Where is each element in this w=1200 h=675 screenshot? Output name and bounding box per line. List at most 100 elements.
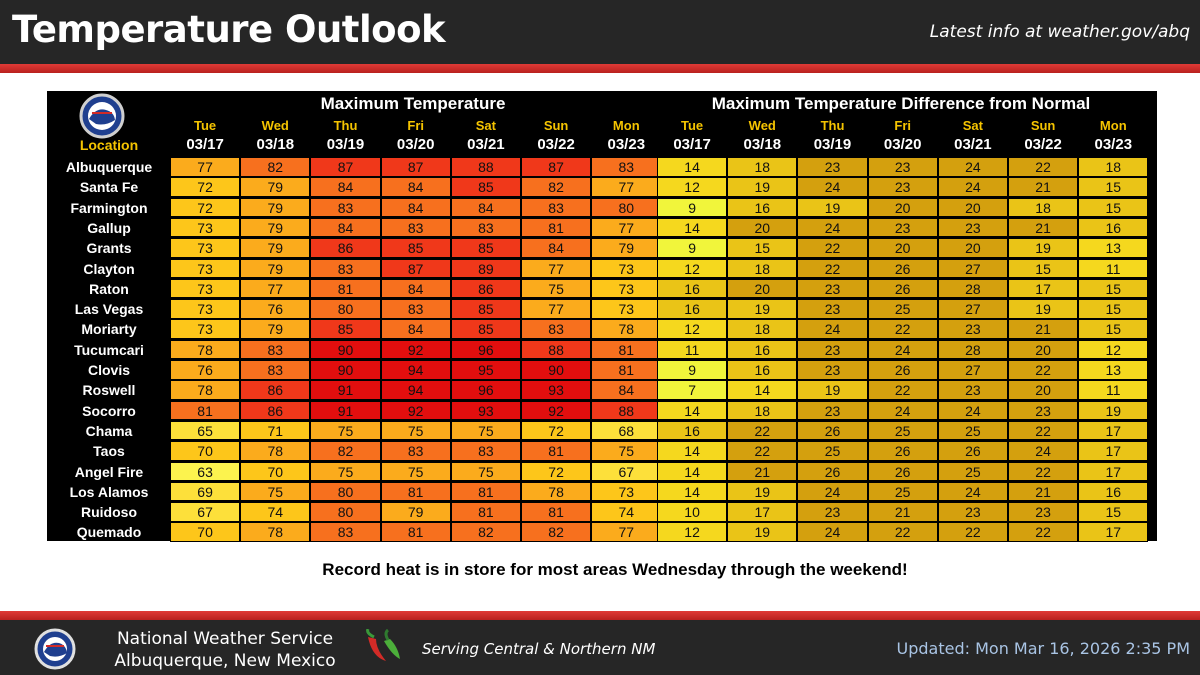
temp-diff-cell: 23 bbox=[937, 217, 1008, 238]
max-temp-cell: 75 bbox=[240, 481, 311, 502]
temp-diff-cell: 11 bbox=[657, 339, 728, 360]
max-temp-cell: 84 bbox=[380, 278, 451, 299]
temp-diff-cell: 26 bbox=[867, 258, 938, 278]
max-day-label: Fri bbox=[407, 118, 424, 133]
temp-diff-cell: 14 bbox=[657, 217, 728, 238]
location-label: Raton bbox=[89, 280, 129, 297]
max-temp-cell: 84 bbox=[591, 380, 662, 400]
max-temp-cell: 89 bbox=[450, 258, 521, 278]
max-temp-cell: 94 bbox=[380, 360, 451, 380]
temp-diff-cell: 24 bbox=[797, 481, 868, 502]
temp-diff-cell: 14 bbox=[657, 400, 728, 421]
temp-diff-cell: 16 bbox=[657, 299, 728, 319]
max-temp-cell: 84 bbox=[521, 238, 592, 258]
diff-day-label: Sat bbox=[962, 118, 983, 133]
location-label: Gallup bbox=[87, 219, 131, 236]
temp-diff-cell: 10 bbox=[657, 502, 728, 522]
location-label: Clovis bbox=[87, 362, 130, 378]
max-day-label: Wed bbox=[261, 118, 289, 133]
max-temp-cell: 77 bbox=[521, 258, 592, 278]
chile-pepper-icon bbox=[366, 629, 400, 661]
max-temp-cell: 65 bbox=[170, 420, 241, 441]
temp-diff-cell: 20 bbox=[937, 197, 1008, 218]
max-temp-cell: 85 bbox=[380, 238, 451, 258]
max-temp-cell: 73 bbox=[591, 481, 662, 502]
max-temp-cell: 81 bbox=[521, 441, 592, 461]
diff-day-label: Thu bbox=[820, 118, 845, 133]
max-temp-cell: 76 bbox=[240, 299, 311, 319]
temp-diff-cell: 14 bbox=[657, 441, 728, 461]
max-temp-cell: 83 bbox=[310, 258, 381, 278]
org-line-1: National Weather Service bbox=[116, 629, 334, 649]
max-temp-cell: 85 bbox=[450, 299, 521, 319]
temp-diff-cell: 27 bbox=[937, 258, 1008, 278]
max-temp-cell: 90 bbox=[310, 360, 381, 380]
max-temp-cell: 86 bbox=[310, 238, 381, 258]
max-temp-cell: 73 bbox=[591, 278, 662, 299]
max-temp-cell: 91 bbox=[310, 380, 381, 400]
max-day-label: Thu bbox=[333, 118, 358, 133]
location-label: Albuquerque bbox=[65, 159, 153, 175]
temp-diff-cell: 20 bbox=[1008, 339, 1079, 360]
max-temp-cell: 84 bbox=[380, 197, 451, 218]
max-temp-cell: 73 bbox=[170, 238, 241, 258]
temp-diff-cell: 19 bbox=[797, 197, 868, 218]
max-temp-cell: 67 bbox=[591, 461, 662, 481]
max-temp-cell: 83 bbox=[380, 299, 451, 319]
max-date-label: 03/21 bbox=[467, 136, 505, 153]
location-label: Grants bbox=[86, 240, 132, 257]
max-temp-cell: 94 bbox=[380, 380, 451, 400]
max-temp-cell: 75 bbox=[450, 461, 521, 481]
temp-diff-cell: 16 bbox=[1078, 481, 1149, 502]
temp-diff-cell: 24 bbox=[867, 339, 938, 360]
temp-diff-cell: 23 bbox=[797, 339, 868, 360]
max-temp-cell: 79 bbox=[240, 319, 311, 339]
diff-date-label: 03/20 bbox=[883, 136, 922, 153]
header-accent-stripe bbox=[0, 64, 1200, 73]
temp-diff-cell: 24 bbox=[937, 481, 1008, 502]
temp-diff-cell: 19 bbox=[1008, 299, 1079, 319]
diff-date-label: 03/17 bbox=[673, 136, 711, 153]
max-temp-cell: 73 bbox=[591, 258, 662, 278]
diff-date-label: 03/23 bbox=[1094, 136, 1133, 153]
max-day-label: Mon bbox=[612, 118, 640, 133]
temp-diff-cell: 15 bbox=[1078, 502, 1149, 522]
max-temp-title: Maximum Temperature bbox=[320, 94, 506, 113]
max-temp-cell: 75 bbox=[380, 461, 451, 481]
temp-diff-cell: 24 bbox=[937, 177, 1008, 197]
max-temp-cell: 81 bbox=[450, 481, 521, 502]
temp-diff-cell: 24 bbox=[797, 319, 868, 339]
temp-diff-cell: 23 bbox=[937, 502, 1008, 522]
temp-diff-cell: 26 bbox=[867, 441, 938, 461]
max-temp-cell: 73 bbox=[591, 299, 662, 319]
max-temp-cell: 71 bbox=[240, 420, 311, 441]
max-date-label: 03/22 bbox=[537, 136, 575, 153]
location-label: Quemado bbox=[76, 524, 142, 541]
temp-diff-cell: 25 bbox=[937, 461, 1008, 481]
max-temp-cell: 75 bbox=[380, 420, 451, 441]
max-temp-cell: 81 bbox=[450, 502, 521, 522]
temp-diff-cell: 9 bbox=[657, 360, 728, 380]
max-temp-cell: 92 bbox=[521, 400, 592, 421]
max-temp-cell: 87 bbox=[521, 157, 592, 177]
temp-diff-cell: 23 bbox=[797, 502, 868, 522]
temp-diff-cell: 15 bbox=[1078, 197, 1149, 218]
max-temp-cell: 79 bbox=[591, 238, 662, 258]
max-temp-cell: 83 bbox=[310, 197, 381, 218]
temp-diff-cell: 18 bbox=[727, 258, 798, 278]
temp-diff-cell: 20 bbox=[937, 238, 1008, 258]
max-temp-cell: 78 bbox=[521, 481, 592, 502]
temp-diff-cell: 21 bbox=[1008, 481, 1079, 502]
max-temp-cell: 72 bbox=[521, 461, 592, 481]
temp-diff-cell: 22 bbox=[727, 420, 798, 441]
max-temp-cell: 81 bbox=[380, 522, 451, 542]
temp-diff-cell: 21 bbox=[1008, 217, 1079, 238]
temp-diff-cell: 12 bbox=[657, 319, 728, 339]
temp-diff-cell: 23 bbox=[797, 157, 868, 177]
temp-diff-cell: 26 bbox=[797, 461, 868, 481]
temp-diff-cell: 23 bbox=[867, 217, 938, 238]
max-temp-cell: 77 bbox=[591, 217, 662, 238]
temp-diff-cell: 11 bbox=[1078, 258, 1149, 278]
temp-diff-cell: 18 bbox=[727, 319, 798, 339]
max-temp-cell: 83 bbox=[521, 319, 592, 339]
